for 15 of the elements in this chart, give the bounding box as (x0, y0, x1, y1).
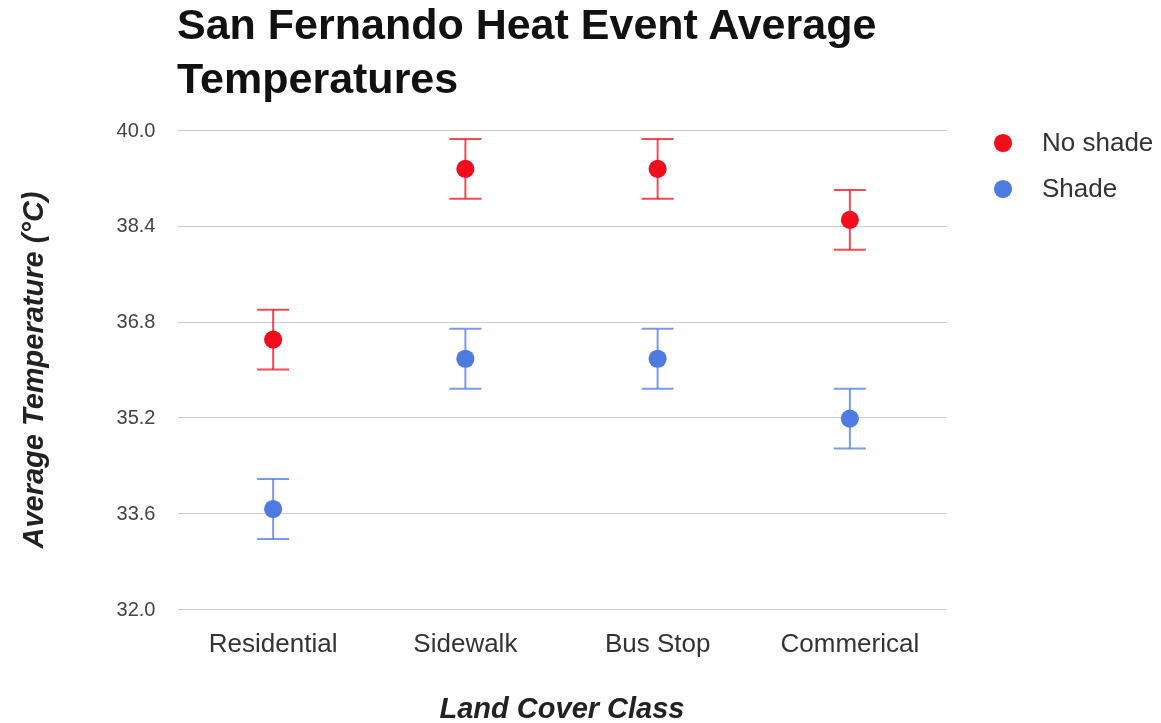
y-tick-label: 40.0 (116, 118, 156, 141)
legend-label: No shade (1042, 127, 1154, 157)
y-tick-label: 33.6 (116, 501, 156, 524)
y-axis-title: Average Temperature (°C) (16, 191, 49, 550)
x-tick-label: Sidewalk (413, 627, 519, 658)
x-tick-label: Residential (208, 627, 338, 658)
x-axis-title: Land Cover Class (439, 691, 685, 723)
y-tick-label: 32.0 (116, 597, 156, 620)
x-tick-label: Commerical (780, 627, 920, 658)
legend-label: Shade (1042, 173, 1118, 203)
y-tick-label: 35.2 (116, 405, 156, 428)
x-tick-label: Bus Stop (604, 627, 711, 658)
chart-title: San Fernando Heat Event Average Temperatures (177, 0, 877, 102)
y-tick-label: 36.8 (116, 310, 156, 333)
y-tick-label: 38.4 (116, 214, 156, 237)
